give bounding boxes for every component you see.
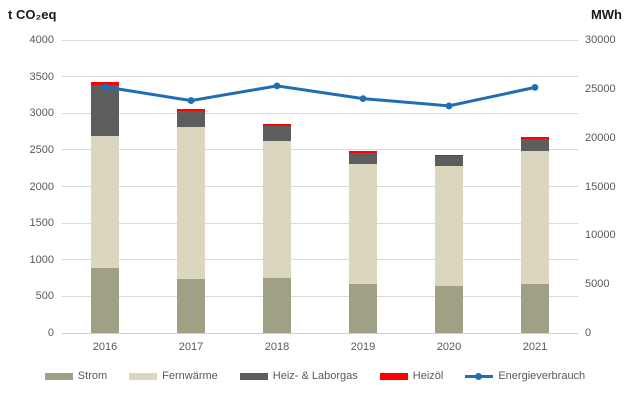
left-tick-2000: 2000 — [29, 180, 54, 193]
bar-2019-heiz-l — [349, 150, 377, 154]
legend-label: Heizöl — [412, 370, 444, 382]
bar-2021-heiz-laborgas — [521, 139, 549, 151]
x-tick-2017: 2017 — [178, 341, 204, 353]
legend-item-strom: Strom — [44, 370, 108, 382]
energy-point-2018 — [273, 82, 281, 90]
right-tick-15000: 15000 — [585, 180, 616, 193]
energy-point-2020 — [445, 102, 453, 110]
energy-point-2021 — [531, 83, 539, 91]
bar-2017-heiz-l — [177, 108, 205, 112]
left-axis-title: t CO₂eq — [8, 7, 57, 22]
bar-2020-heiz-l — [435, 154, 463, 157]
bar-2018-heiz-laborgas — [263, 126, 291, 142]
bar-2017-strom — [177, 278, 205, 333]
legend-label: Energieverbrauch — [498, 370, 586, 382]
left-tick-500: 500 — [35, 290, 54, 303]
right-tick-25000: 25000 — [585, 82, 616, 95]
right-tick-10000: 10000 — [585, 229, 616, 242]
left-tick-2500: 2500 — [29, 143, 54, 156]
x-tick-2020: 2020 — [436, 341, 462, 353]
legend-swatch-icon — [129, 372, 158, 380]
legend-item-fernw-rme: Fernwärme — [129, 370, 218, 382]
bar-2019-heiz-laborgas — [349, 153, 377, 165]
bar-2017-fernw-rme — [177, 127, 205, 279]
x-tick-2016: 2016 — [92, 341, 118, 353]
right-tick-20000: 20000 — [585, 131, 616, 144]
left-tick-0: 0 — [47, 327, 54, 339]
energy-line-series — [101, 82, 539, 110]
left-tick-1500: 1500 — [29, 217, 54, 230]
right-tick-5000: 5000 — [585, 278, 610, 291]
left-tick-3000: 3000 — [29, 107, 54, 120]
bar-2020-fernw-rme — [435, 165, 463, 286]
legend-swatch-icon — [239, 372, 268, 380]
bar-2021-strom — [521, 283, 549, 333]
plot-area — [62, 39, 578, 334]
right-tick-0: 0 — [585, 327, 592, 339]
right-tick-30000: 30000 — [585, 34, 616, 46]
gridline-500 — [62, 295, 578, 297]
legend-label: Heiz- & Laborgas — [272, 370, 358, 382]
x-tick-2019: 2019 — [350, 341, 376, 353]
legend-item-energieverbrauch: Energieverbrauch — [465, 370, 585, 382]
energy-point-2017 — [187, 97, 195, 104]
legend-line-marker — [475, 372, 483, 380]
left-tick-1000: 1000 — [29, 253, 54, 266]
bar-2018-strom — [263, 278, 291, 333]
left-tick-4000: 4000 — [29, 34, 54, 46]
legend-swatch-icon — [379, 372, 408, 380]
gridline-2500 — [62, 149, 578, 151]
left-tick-3500: 3500 — [29, 70, 54, 83]
legend-swatch-icon — [44, 372, 73, 380]
x-tick-2018: 2018 — [264, 341, 290, 353]
bar-2016-fernw-rme — [91, 135, 119, 268]
legend-line-icon — [465, 372, 494, 381]
bar-2019-strom — [349, 283, 377, 333]
legend-label: Fernwärme — [162, 370, 218, 382]
legend: Strom Fernwärme Heiz- & Laborgas Heizöl Ener… — [0, 370, 630, 382]
gridline-4000 — [62, 39, 578, 41]
legend-item-heiz-laborgas: Heiz- & Laborgas — [239, 370, 358, 382]
right-axis-title: MWh — [590, 7, 622, 22]
gridline-1500 — [62, 222, 578, 224]
bar-2021-fernw-rme — [521, 150, 549, 284]
energy-point-2016 — [101, 83, 109, 91]
gridline-2000 — [62, 186, 578, 187]
gridline-3000 — [62, 112, 578, 114]
x-tick-2021: 2021 — [522, 341, 548, 353]
bar-2020-strom — [435, 285, 463, 333]
legend-label: Strom — [77, 370, 108, 382]
bar-2021-heiz-l — [521, 137, 549, 140]
bar-2018-heiz-l — [263, 124, 291, 127]
bar-2016-strom — [91, 267, 119, 333]
energy-line — [104, 84, 536, 108]
gridline-3500 — [62, 76, 578, 78]
gridline-1000 — [62, 259, 578, 261]
legend-item-heiz-l: Heizöl — [379, 370, 444, 382]
bar-2020-heiz-laborgas — [435, 156, 463, 166]
bar-2016-heiz-laborgas — [91, 85, 119, 136]
gridline-0 — [62, 332, 578, 334]
bar-2018-fernw-rme — [263, 141, 291, 279]
bar-2019-fernw-rme — [349, 164, 377, 284]
energy-point-2019 — [359, 95, 367, 102]
bar-2017-heiz-laborgas — [177, 111, 205, 128]
